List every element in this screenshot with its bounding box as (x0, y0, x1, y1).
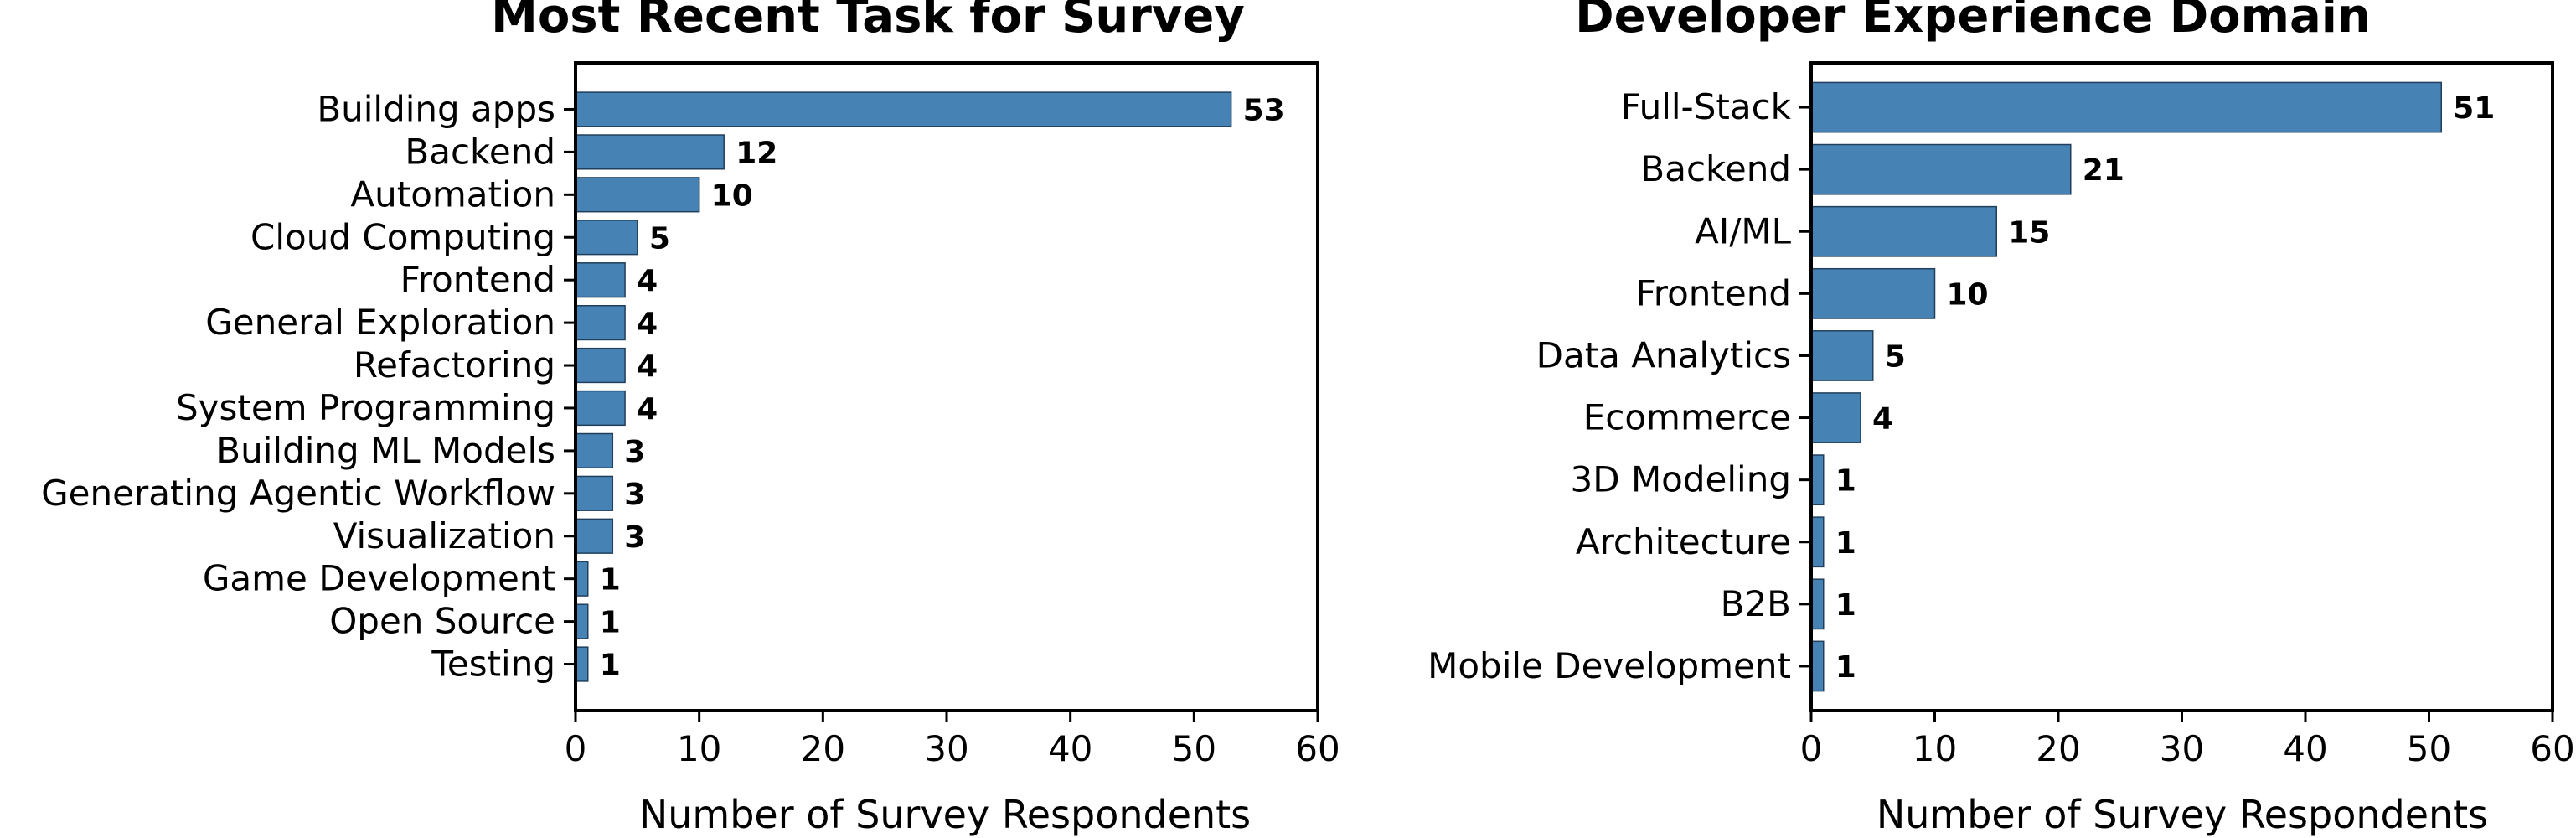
category-label: Backend (1640, 148, 1791, 189)
bar (575, 177, 700, 213)
category-label: Ecommerce (1583, 397, 1791, 438)
x-tick-label: 40 (2283, 728, 2327, 769)
data-label: 15 (2008, 215, 2050, 250)
data-label: 1 (1835, 526, 1856, 561)
bar (575, 518, 614, 554)
data-label: 3 (624, 520, 645, 555)
data-label: 51 (2453, 91, 2495, 126)
category-label: System Programming (176, 387, 555, 428)
bar (575, 304, 626, 341)
bar (575, 432, 614, 469)
data-label: 53 (1243, 93, 1285, 127)
x-tick-label: 60 (1295, 728, 1340, 769)
bar (575, 220, 638, 256)
x-tick-label: 20 (801, 728, 845, 769)
category-label: Frontend (400, 259, 555, 300)
data-label: 5 (649, 221, 670, 256)
bar (575, 347, 626, 384)
bar (1810, 392, 1861, 443)
data-label: 10 (1947, 277, 1989, 312)
bar (1810, 81, 2442, 133)
category-label: Full-Stack (1621, 86, 1792, 127)
category-label: Visualization (333, 515, 555, 556)
bar (1810, 143, 2072, 195)
bar (1810, 205, 1997, 257)
bar (1810, 454, 1825, 506)
category-label: General Exploration (205, 302, 555, 343)
bar (575, 91, 1232, 127)
x-axis-label: Number of Survey Respondents (639, 792, 1251, 837)
bar (575, 603, 589, 639)
x-tick-label: 50 (2407, 728, 2451, 769)
data-label: 4 (637, 349, 658, 384)
category-label: Data Analytics (1536, 334, 1791, 375)
category-label: Architecture (1576, 521, 1791, 562)
x-tick-label: 0 (565, 728, 587, 769)
bar (1810, 640, 1825, 692)
x-axis-label: Number of Survey Respondents (1877, 792, 2488, 837)
chart-title: Developer Experience Domain (1575, 0, 2371, 44)
category-label: Mobile Development (1427, 645, 1791, 686)
category-label: Cloud Computing (250, 216, 555, 257)
data-label: 4 (637, 264, 658, 298)
x-tick-label: 20 (2036, 728, 2080, 769)
bar (575, 390, 626, 427)
category-label: Building ML Models (216, 430, 555, 471)
data-label: 1 (1835, 650, 1856, 685)
x-tick-label: 40 (1048, 728, 1092, 769)
category-label: Refactoring (354, 344, 555, 385)
category-label: B2B (1721, 583, 1791, 624)
chart-title: Most Recent Task for Survey (491, 0, 1245, 44)
category-label: Frontend (1636, 272, 1791, 313)
category-label: AI/ML (1695, 210, 1792, 251)
bar (1810, 516, 1825, 568)
bar (575, 134, 725, 170)
plot-frame (574, 61, 1319, 712)
x-tick-label: 10 (1913, 728, 1957, 769)
data-label: 1 (600, 606, 621, 640)
x-tick-label: 30 (2160, 728, 2204, 769)
chart-task: Most Recent Task for Survey Number of Su… (41, 0, 1340, 837)
bar (1810, 578, 1825, 630)
data-label: 10 (711, 178, 753, 213)
x-tick-label: 10 (677, 728, 721, 769)
bar (1810, 330, 1874, 381)
chart-domain: Developer Experience Domain Number of Su… (1427, 0, 2575, 837)
category-label: Building apps (317, 88, 555, 129)
bar (575, 475, 614, 511)
bar (575, 262, 626, 298)
data-label: 1 (1835, 464, 1856, 499)
category-label: Testing (431, 644, 555, 685)
data-label: 1 (1835, 588, 1856, 623)
x-tick-label: 50 (1172, 728, 1216, 769)
category-label: 3D Modeling (1571, 459, 1791, 500)
category-label: Backend (405, 131, 555, 172)
x-tick-label: 0 (1800, 728, 1823, 769)
data-label: 12 (736, 136, 777, 170)
category-label: Open Source (329, 601, 555, 642)
category-label: Automation (350, 173, 555, 215)
data-label: 3 (624, 435, 645, 469)
category-label: Game Development (203, 558, 555, 599)
data-label: 1 (600, 649, 621, 683)
bar (1810, 267, 1936, 319)
bar (575, 646, 589, 682)
bar (575, 561, 589, 597)
data-label: 4 (1872, 402, 1893, 437)
data-label: 5 (1885, 339, 1906, 374)
data-label: 3 (624, 478, 645, 512)
plot-frame (1809, 61, 2554, 712)
data-label: 4 (637, 307, 658, 341)
category-label: Generating Agentic Workflow (41, 473, 555, 514)
data-label: 21 (2083, 153, 2124, 188)
data-label: 1 (600, 563, 621, 597)
x-tick-label: 60 (2530, 728, 2574, 769)
data-label: 4 (637, 392, 658, 427)
x-tick-label: 30 (924, 728, 968, 769)
